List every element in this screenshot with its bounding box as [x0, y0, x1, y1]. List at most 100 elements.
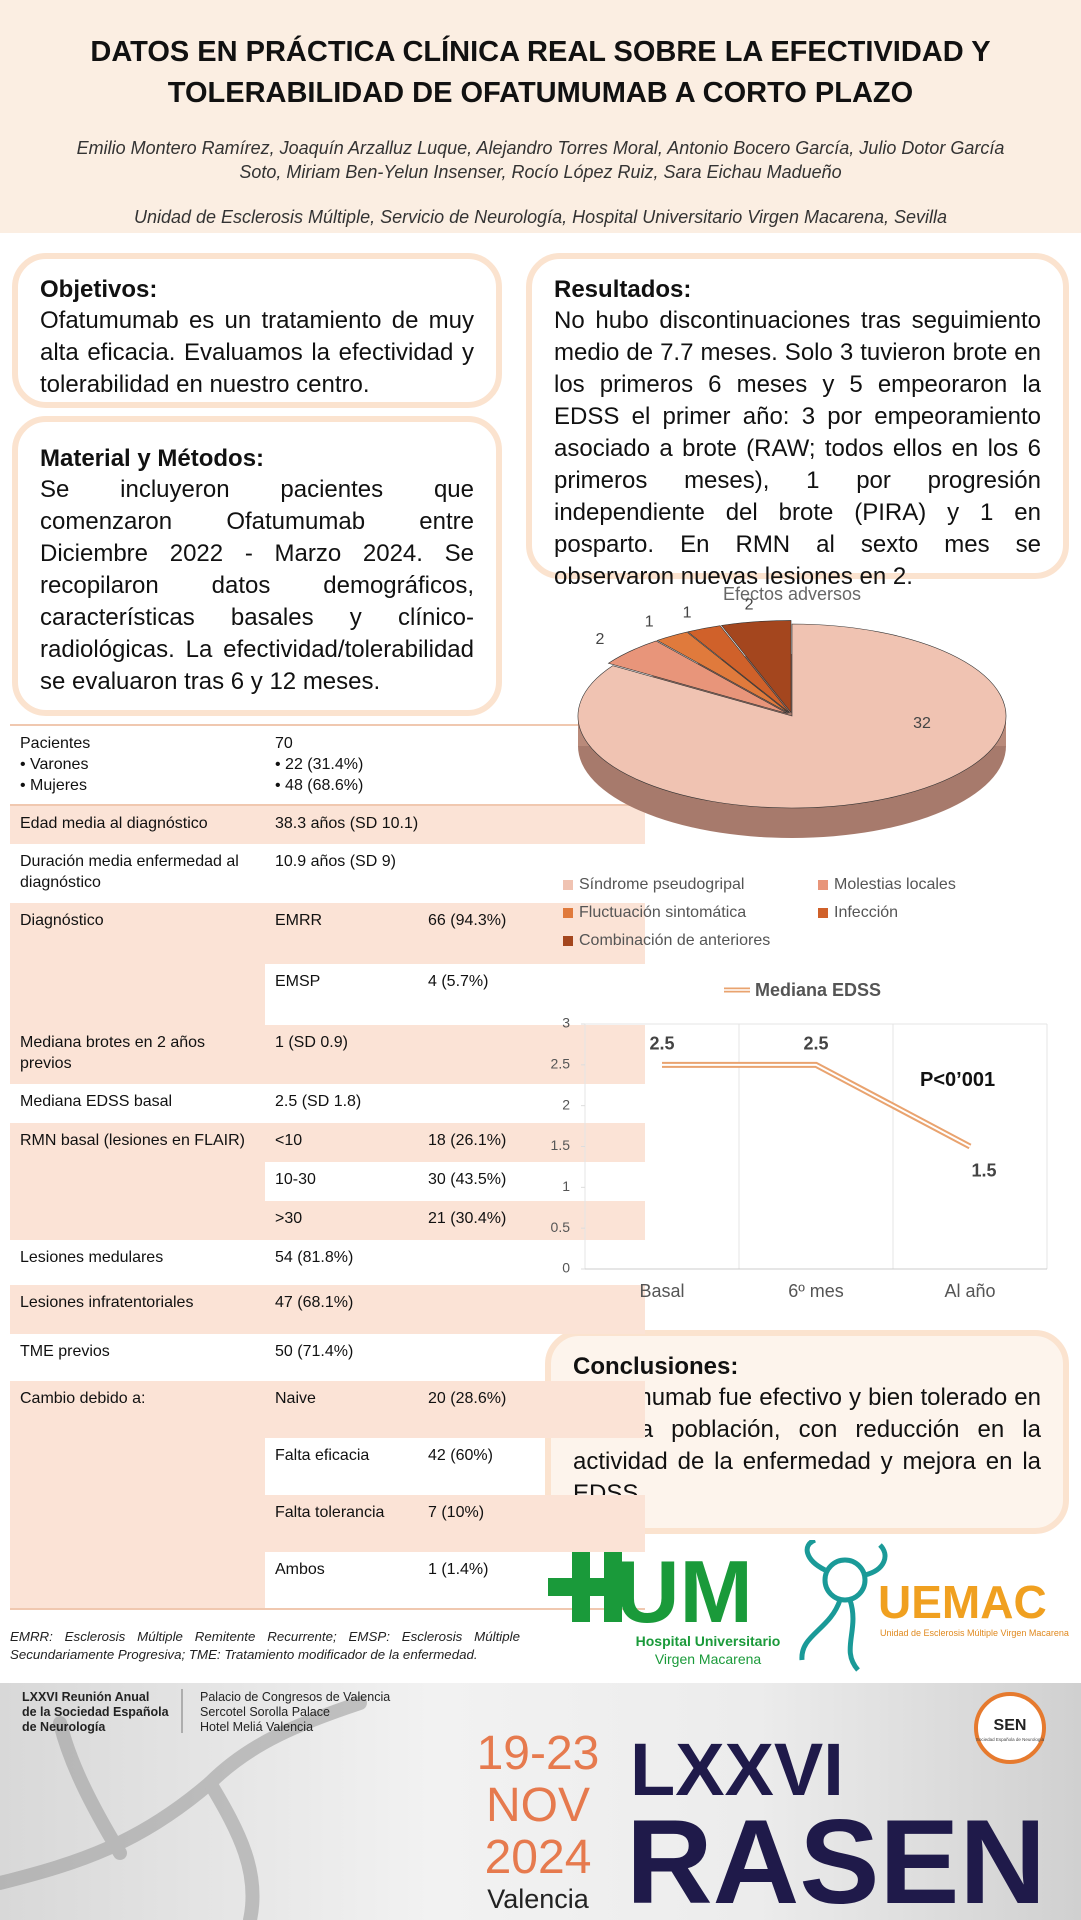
- value: 10.9 años (SD 9): [275, 853, 396, 870]
- value: 7 (10%): [428, 1504, 485, 1521]
- sen-logo: [974, 1692, 1046, 1764]
- text: Sercotel Sorolla Palace: [200, 1705, 330, 1719]
- text: de Neurología: [22, 1720, 106, 1734]
- sub-label: Falta tolerancia: [275, 1504, 385, 1521]
- text: • Mujeres: [20, 777, 87, 794]
- hum-line2: Virgen Macarena: [655, 1651, 762, 1667]
- slice-label: 2: [595, 631, 604, 648]
- section-heading: Material y Métodos:: [40, 445, 265, 472]
- slice-label: 2: [745, 597, 754, 614]
- value: 30 (43.5%): [428, 1171, 507, 1188]
- text: Valencia: [487, 1884, 590, 1914]
- row: EMSP 4 (5.7%): [10, 964, 645, 1025]
- resultados-box: Resultados: No hubo discontinuaciones tr…: [526, 253, 1069, 590]
- sen: SEN: [994, 1717, 1027, 1734]
- sub-label: Falta eficacia: [275, 1447, 370, 1464]
- conclusiones-box: Conclusiones: Ofatumumab fue efectivo y …: [545, 1330, 1069, 1534]
- label: Cambio debido a:: [10, 1381, 265, 1609]
- value-label: 1.5: [971, 1160, 996, 1180]
- section-text: No hubo discontinuaciones tras seguimien…: [554, 307, 1041, 590]
- sub-label: EMRR: [275, 912, 323, 929]
- title: DATOS EN PRÁCTICA CLÍNICA REAL SOBRE LA …: [0, 32, 1081, 114]
- value: 20 (28.6%): [428, 1390, 507, 1407]
- neuron-art: [0, 1696, 367, 1920]
- header: [0, 0, 1081, 233]
- dates: 19-23 NOV 2024 Valencia: [477, 1727, 600, 1914]
- value: 1 (1.4%): [428, 1561, 489, 1578]
- uemac-name: UEMAC: [878, 1576, 1047, 1628]
- row: Edad media al diagnóstico 38.3 años (SD 1…: [10, 805, 645, 844]
- x-tick-label: Al año: [944, 1281, 995, 1301]
- value: 18 (26.1%): [428, 1132, 507, 1149]
- line-series-inner: [662, 1063, 971, 1148]
- edition: LXXVI: [630, 1728, 844, 1811]
- label: Lesiones infratentoriales: [20, 1294, 194, 1311]
- row: RMN basal (lesiones en FLAIR) <10 18 (26.1…: [10, 1123, 645, 1240]
- title-line: DATOS EN PRÁCTICA CLÍNICA REAL SOBRE LA …: [90, 36, 991, 68]
- text: Hotel Meliá Valencia: [200, 1720, 313, 1734]
- value: 42 (60%): [428, 1447, 493, 1464]
- uemac-figure: [799, 1540, 888, 1672]
- text: • 22 (31.4%): [275, 756, 364, 773]
- row: Diagnóstico EMRR 66 (94.3%): [10, 903, 645, 1025]
- text: • Varones: [20, 756, 89, 773]
- logos: UM Hospital Universitario Virgen Macaren…: [548, 1540, 1069, 1672]
- value: 54 (81.8%): [275, 1249, 354, 1266]
- section-heading: Conclusiones:: [573, 1353, 739, 1380]
- sub-label: Naive: [275, 1390, 316, 1407]
- label: Mediana brotes en 2 años previos: [20, 1034, 206, 1072]
- x-tick-label: Basal: [639, 1281, 684, 1301]
- section-text: Ofatumumab es un tratamiento de muy alta…: [40, 307, 474, 398]
- value: 70 • 22 (31.4%) • 48 (68.6%): [265, 725, 645, 805]
- text: Palacio de Congresos de Valencia: [200, 1690, 390, 1704]
- text: NOV: [486, 1779, 590, 1832]
- objetivos-box: Objetivos: Ofatumumab es un tratamiento …: [12, 253, 502, 408]
- sub-label: >30: [275, 1210, 303, 1227]
- value-label: 2.5: [649, 1034, 674, 1054]
- value: 47 (68.1%): [275, 1294, 354, 1311]
- x-tick-label: 6º mes: [788, 1281, 844, 1301]
- uemac-sub: Unidad de Esclerosis Múltiple Virgen Mac…: [880, 1628, 1069, 1638]
- section-text: Ofatumumab fue efectivo y bien tolerado …: [573, 1384, 1041, 1507]
- slice-label: 32: [913, 715, 931, 732]
- label: Diagnóstico: [10, 903, 265, 1025]
- row: Cambio debido a: Naive 20 (28.6%): [10, 1381, 645, 1609]
- meeting: LXXVI Reunión Anual de la Sociedad Españ…: [22, 1689, 390, 1734]
- affiliation: Unidad de Esclerosis Múltiple, Servicio …: [133, 207, 948, 227]
- section-heading: Resultados:: [554, 276, 692, 303]
- section-heading: Objetivos:: [40, 276, 158, 303]
- value: 66 (94.3%): [428, 912, 507, 929]
- pie-slice: [687, 625, 790, 713]
- pie-slice: [720, 620, 792, 714]
- material-box: Material y Métodos: Se incluyeron pacien…: [12, 416, 502, 716]
- text: • 48 (68.6%): [275, 777, 364, 794]
- legend-swatch: [818, 880, 828, 890]
- row: 10-30 30 (43.5%): [10, 1162, 645, 1201]
- label: Edad media al diagnóstico: [20, 815, 208, 832]
- row: Falta eficacia 42 (60%): [10, 1438, 645, 1495]
- row: Lesiones infratentoriales 47 (68.1%): [10, 1285, 645, 1334]
- legend-swatch: [818, 908, 828, 918]
- sub-label: EMSP: [275, 973, 321, 990]
- label: Lesiones medulares: [20, 1249, 164, 1266]
- text: 2024: [485, 1831, 592, 1884]
- hum-letters: UM: [616, 1542, 753, 1641]
- sub-label: <10: [275, 1132, 303, 1149]
- authors: Emilio Montero Ramírez, Joaquín Arzalluz…: [76, 138, 1005, 182]
- title-line: TOLERABILIDAD DE OFATUMUMAB A CORTO PLAZ…: [167, 77, 914, 109]
- line-series: [662, 1061, 972, 1150]
- legend-label: Mediana EDSS: [755, 980, 881, 1000]
- legend-label: Infección: [834, 904, 898, 921]
- label: TME previos: [20, 1343, 110, 1360]
- row: Lesiones medulares 54 (81.8%): [10, 1240, 645, 1285]
- row: Mediana EDSS basal 2.5 (SD 1.8): [10, 1084, 645, 1123]
- label: Pacientes • Varones • Mujeres: [10, 725, 265, 805]
- brand: RASEN: [626, 1795, 1046, 1920]
- slice-label: 1: [645, 613, 654, 630]
- value: 2.5 (SD 1.8): [275, 1093, 362, 1110]
- text: de la Sociedad Española: [22, 1705, 170, 1719]
- footer-art: LXXVI Reunión Anual de la Sociedad Españ…: [0, 1689, 1046, 1920]
- sen-sub: Sociedad Española de Neurología: [976, 1737, 1045, 1742]
- value: 1 (SD 0.9): [275, 1034, 348, 1051]
